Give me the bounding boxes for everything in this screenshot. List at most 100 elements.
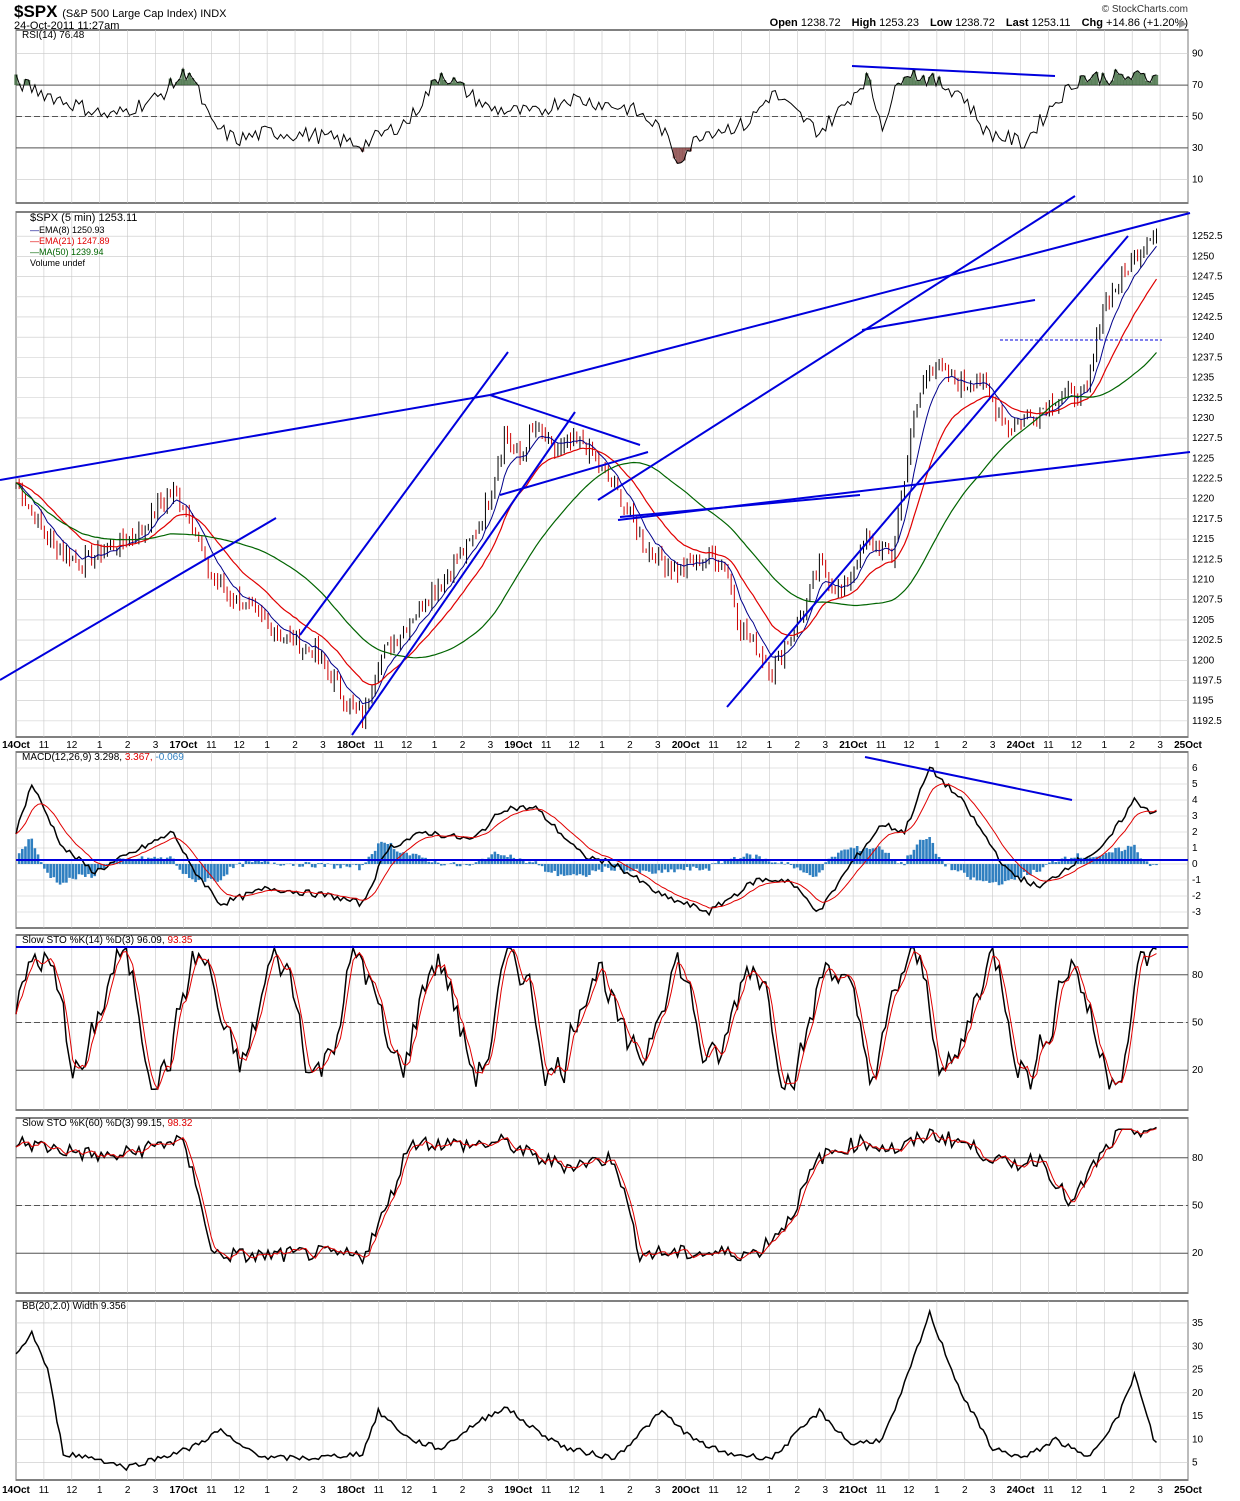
- y-tick-label: 6: [1192, 763, 1198, 774]
- macd-line: [15, 766, 1157, 917]
- x-tick-label: 12: [66, 740, 78, 751]
- x-tick-label: 17Oct: [170, 740, 198, 751]
- trendline: [597, 195, 1076, 501]
- x-tick-label: 19Oct: [504, 740, 532, 751]
- x-tick-label: 1: [97, 1485, 103, 1496]
- x-tick-label: 12: [903, 740, 915, 751]
- ema21-legend-text: EMA(21) 1247.89: [39, 236, 110, 246]
- x-tick-label: 24Oct: [1007, 1485, 1035, 1496]
- x-tick-label: 3: [320, 1485, 326, 1496]
- y-tick-label: 1200: [1192, 655, 1215, 666]
- x-tick-label: 14Oct: [2, 740, 30, 751]
- x-tick-label: 11: [541, 1485, 552, 1496]
- y-tick-label: 30: [1192, 1341, 1204, 1352]
- x-tick-label: 12: [401, 1485, 413, 1496]
- x-tick-label: 3: [488, 740, 494, 751]
- x-tick-label: 12: [1071, 1485, 1083, 1496]
- scroll-arrow-icon[interactable]: [1178, 19, 1188, 29]
- x-tick-label: 1: [432, 740, 438, 751]
- low-value: 1238.72: [955, 17, 995, 29]
- y-tick-label: 1252.5: [1192, 231, 1223, 242]
- rsi-legend: RSI(14) 76.48: [22, 30, 85, 41]
- sto14-legend-text: Slow STO %K(14) %D(3) 96.09,: [22, 935, 165, 946]
- x-tick-label: 20Oct: [672, 740, 700, 751]
- x-tick-label: 11: [39, 1485, 50, 1496]
- macd-legend: MACD(12,26,9) 3.298, 3.367, -0.069: [22, 752, 184, 763]
- x-tick-label: 12: [569, 740, 581, 751]
- x-tick-label: 3: [822, 1485, 828, 1496]
- x-tick-label: 20Oct: [672, 1485, 700, 1496]
- x-tick-label: 11: [206, 740, 217, 751]
- symbol: $SPX: [14, 2, 58, 21]
- grid-lines: [15, 30, 1189, 1480]
- x-tick-label: 3: [1157, 740, 1163, 751]
- y-tick-label: 1250: [1192, 251, 1215, 262]
- x-tick-label: 2: [1129, 740, 1135, 751]
- x-tick-label: 2: [460, 740, 466, 751]
- trendline: [0, 394, 491, 481]
- y-tick-label: 1207.5: [1192, 595, 1223, 606]
- y-tick-label: 1192.5: [1192, 716, 1222, 727]
- x-tick-label: 2: [125, 740, 131, 751]
- ema8-line: [15, 245, 1157, 705]
- x-tick-label: 25Oct: [1174, 740, 1202, 751]
- price-legend: $SPX (5 min) 1253.11: [30, 212, 138, 224]
- trendline: [851, 65, 1056, 77]
- y-tick-label: 2: [1192, 827, 1198, 838]
- bbw-legend: BB(20,2.0) Width 9.356: [22, 1301, 126, 1312]
- trendlines: [0, 65, 1191, 948]
- sto14-d-line: [15, 948, 1157, 1091]
- ohlc-readout: Open 1238.72 High 1253.23 Low 1238.72 La…: [770, 17, 1188, 29]
- macd-hist-legend: -0.069: [155, 752, 184, 763]
- x-tick-label: 11: [374, 740, 385, 751]
- y-tick-label: 1: [1192, 843, 1198, 854]
- rsi-line: [15, 67, 1157, 164]
- y-tick-label: -3: [1192, 907, 1201, 918]
- chart-title: $SPX (S&P 500 Large Cap Index) INDX: [14, 2, 227, 22]
- chg-label: Chg: [1081, 17, 1103, 29]
- x-tick-label: 3: [990, 1485, 996, 1496]
- y-tick-label: 5: [1192, 1458, 1198, 1469]
- x-tick-label: 3: [320, 740, 326, 751]
- x-tick-label: 1: [934, 740, 940, 751]
- y-tick-label: 1222.5: [1192, 474, 1223, 485]
- y-tick-label: 20: [1192, 1248, 1204, 1259]
- x-tick-label: 12: [569, 1485, 581, 1496]
- x-tick-label: 1: [599, 740, 605, 751]
- ma50-legend-text: MA(50) 1239.94: [39, 247, 104, 257]
- y-tick-label: 1195: [1192, 696, 1214, 707]
- trendline: [619, 494, 861, 518]
- trendline: [489, 212, 1191, 396]
- ema8-legend: —EMA(8) 1250.93: [30, 225, 105, 235]
- x-tick-label: 12: [234, 740, 246, 751]
- x-tick-label: 2: [460, 1485, 466, 1496]
- y-tick-label: 10: [1192, 1434, 1204, 1445]
- x-tick-label: 1: [264, 1485, 270, 1496]
- sto60-k-line: [15, 1126, 1157, 1266]
- y-tick-label: 1245: [1192, 292, 1215, 303]
- chg-value: +14.86 (+1.20%): [1106, 17, 1188, 29]
- x-tick-label: 2: [627, 740, 633, 751]
- x-tick-label: 25Oct: [1174, 1485, 1202, 1496]
- y-tick-label: -2: [1192, 891, 1201, 902]
- y-tick-label: 1220: [1192, 494, 1215, 505]
- x-tick-label: 3: [1157, 1485, 1163, 1496]
- y-tick-label: 1210: [1192, 575, 1215, 586]
- sto60-d-line: [15, 1128, 1157, 1260]
- y-tick-label: 1215: [1192, 534, 1215, 545]
- trendline: [726, 235, 1129, 708]
- y-tick-label: 80: [1192, 1153, 1204, 1164]
- x-tick-label: 11: [374, 1485, 385, 1496]
- y-tick-label: 35: [1192, 1318, 1204, 1329]
- x-tick-label: 2: [292, 1485, 298, 1496]
- y-tick-label: 1205: [1192, 615, 1215, 626]
- x-tick-label: 2: [627, 1485, 633, 1496]
- y-tick-label: 70: [1192, 80, 1204, 91]
- y-tick-label: 90: [1192, 49, 1204, 60]
- x-tick-label: 3: [822, 740, 828, 751]
- x-tick-label: 1: [97, 740, 103, 751]
- x-tick-label: 12: [234, 1485, 246, 1496]
- x-tick-label: 17Oct: [170, 1485, 198, 1496]
- y-tick-label: 20: [1192, 1065, 1204, 1076]
- x-tick-label: 11: [708, 740, 719, 751]
